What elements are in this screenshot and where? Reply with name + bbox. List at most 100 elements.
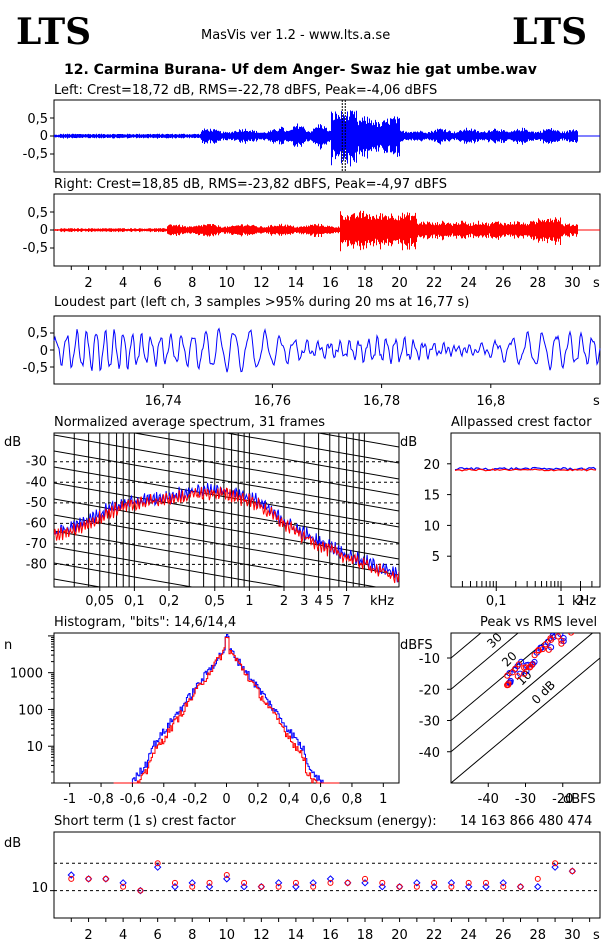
peak-rms-xtick-label: -40 bbox=[478, 792, 499, 807]
short-term-right-point bbox=[154, 860, 161, 867]
time-tick-label: 8 bbox=[188, 276, 196, 291]
peak-rms-right-point bbox=[545, 646, 552, 653]
peak-rms-right-point bbox=[535, 646, 542, 654]
checksum-label: Checksum (energy): bbox=[305, 814, 437, 829]
spectrum-xtick-label: 0,1 bbox=[124, 594, 145, 609]
spectrum-right-curve bbox=[54, 486, 399, 584]
histogram-xtick-label: -0,6 bbox=[120, 792, 145, 807]
allpassed-xtick-label: 0,1 bbox=[486, 594, 507, 609]
short-term-xtick-label: 14 bbox=[288, 928, 305, 943]
short-term-xtick-label: 28 bbox=[530, 928, 547, 943]
time-tick-label: 2 bbox=[84, 276, 92, 291]
histogram-xtick-label: 0,6 bbox=[310, 792, 331, 807]
histogram-xtick-label: -1 bbox=[63, 792, 76, 807]
short-term-left-point bbox=[378, 883, 386, 891]
spectrum-ytick-label: -30 bbox=[26, 455, 47, 470]
loudest-part-frame bbox=[53, 315, 601, 385]
loudest-part-title: Loudest part (left ch, 3 samples >95% du… bbox=[54, 295, 469, 310]
short-term-right-point bbox=[569, 868, 576, 875]
short-term-right-point bbox=[310, 883, 317, 890]
spectrum-xtick-label: 0,5 bbox=[204, 594, 225, 609]
peak-rms-right-point bbox=[521, 670, 528, 677]
peak-rms-right-point bbox=[515, 661, 522, 668]
short-term-right-point bbox=[482, 879, 489, 886]
left-ytick-label: -0,5 bbox=[23, 147, 48, 162]
allpassed-xtick-label: 2 bbox=[576, 594, 584, 609]
spectrum-slope-line bbox=[54, 578, 103, 587]
spectrum-slope-line bbox=[54, 562, 195, 587]
peak-rms-right-point bbox=[522, 664, 530, 671]
histogram-xtick-label: 0 bbox=[222, 792, 230, 807]
allpassed-xtick-label: 1 bbox=[557, 594, 565, 609]
peak-rms-ylabel: dBFS bbox=[400, 638, 433, 653]
peak-rms-right-point bbox=[531, 652, 538, 659]
right-waveform-title: Right: Crest=18,85 dB, RMS=-23,82 dBFS, … bbox=[54, 177, 447, 192]
histogram-ytick-label: 10 bbox=[26, 740, 43, 755]
time-tick-label: 28 bbox=[530, 276, 547, 291]
short-term-right-point bbox=[517, 883, 524, 890]
short-term-left-point bbox=[274, 879, 283, 887]
peak-rms-right-point bbox=[542, 641, 549, 648]
short-term-left-point bbox=[171, 883, 179, 891]
peak-rms-ytick-label: -30 bbox=[419, 715, 440, 730]
short-term-right-point bbox=[241, 879, 248, 886]
spectrum-slope-line bbox=[54, 546, 287, 587]
short-term-right-point bbox=[362, 875, 369, 882]
short-term-right-point bbox=[85, 875, 92, 882]
histogram-frame bbox=[53, 632, 400, 784]
spectrum-xtick-label: 5 bbox=[326, 594, 334, 609]
spectrum-title: Normalized average spectrum, 31 frames bbox=[54, 415, 325, 430]
peak-rms-right-point bbox=[558, 640, 565, 647]
short-term-chart: 10 2 4 6 8 10 12 14 16 18 20 22 24 26 28 30 s bbox=[31, 831, 601, 943]
short-term-xtick-label: 12 bbox=[253, 928, 270, 943]
short-term-xtick-label: 10 bbox=[219, 928, 236, 943]
time-tick-label: 4 bbox=[119, 276, 127, 291]
lts-logo-left: LTS bbox=[16, 11, 91, 53]
spectrum-xtick-label: 3 bbox=[300, 594, 308, 609]
short-term-right-point bbox=[171, 879, 178, 886]
allpassed-ytick-label: 10 bbox=[423, 519, 440, 534]
short-term-left-point bbox=[326, 875, 335, 883]
allpassed-ytick-label: 15 bbox=[423, 489, 440, 504]
time-axis-unit: s bbox=[593, 276, 600, 291]
peak-rms-right-point bbox=[558, 637, 565, 644]
peak-rms-frame bbox=[450, 632, 601, 784]
spectrum-xtick-label: 0,2 bbox=[159, 594, 180, 609]
loudest-ytick-label: 0,5 bbox=[27, 326, 48, 341]
checksum-value: 14 163 866 480 474 bbox=[460, 814, 592, 829]
allpassed-chart: 20 15 10 5 0,1 1 2 kHz bbox=[423, 432, 601, 609]
histogram-xtick-label: 1 bbox=[379, 792, 387, 807]
peak-rms-xunit: dBFS bbox=[563, 792, 596, 807]
short-term-left-point bbox=[534, 883, 542, 891]
histogram-title: Histogram, "bits": 14,6/14,4 bbox=[54, 615, 236, 630]
histogram-chart: 1000 100 10 -1 -0,8 -0,6 -0,4 -0,2 0 0,2 0,4 0,6 0,… bbox=[10, 632, 400, 807]
left-waveform-chart: 0,5 0 -0,5 bbox=[23, 99, 601, 173]
loudest-tick-label: 16,78 bbox=[363, 394, 400, 409]
right-ytick-label: 0,5 bbox=[27, 206, 48, 221]
time-tick-label: 10 bbox=[219, 276, 236, 291]
left-waveform-title: Left: Crest=18,72 dB, RMS=-22,78 dBFS, P… bbox=[54, 83, 437, 98]
peak-rms-right-point bbox=[539, 645, 546, 653]
peak-rms-ytick-label: -10 bbox=[419, 652, 440, 667]
peak-rms-diagonal bbox=[451, 633, 557, 722]
spectrum-ytick-label: -60 bbox=[26, 516, 47, 531]
loudest-axis-unit: s bbox=[593, 394, 600, 409]
short-term-right-point bbox=[396, 883, 403, 890]
short-term-xtick-label: 22 bbox=[426, 928, 443, 943]
histogram-ylabel: n bbox=[4, 638, 12, 653]
loudest-ytick-label: -0,5 bbox=[23, 361, 48, 376]
time-tick-label: 14 bbox=[288, 276, 305, 291]
spectrum-xtick-label: 2 bbox=[280, 594, 288, 609]
short-term-right-point bbox=[344, 879, 351, 886]
histogram-xtick-label: 0,4 bbox=[279, 792, 300, 807]
app-title: MasVis ver 1.2 - www.lts.a.se bbox=[201, 28, 390, 43]
short-term-right-point bbox=[448, 883, 455, 890]
allpassed-right-line bbox=[454, 468, 597, 472]
short-term-right-point bbox=[120, 883, 127, 890]
histogram-xtick-label: -0,4 bbox=[151, 792, 176, 807]
loudest-tick-label: 16,74 bbox=[145, 394, 182, 409]
short-term-left-point bbox=[67, 871, 75, 879]
spectrum-slope-line bbox=[54, 434, 399, 496]
